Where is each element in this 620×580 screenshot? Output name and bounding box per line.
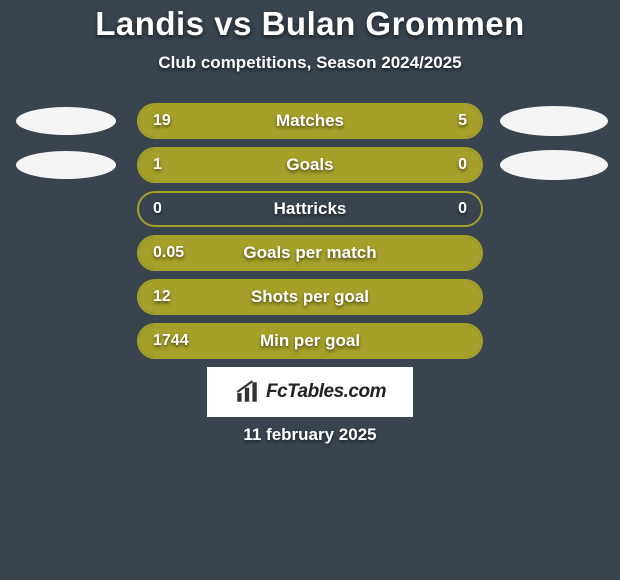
stat-bar: 00Hattricks [137,191,483,227]
brand-text: FcTables.com [266,381,386,403]
brand-box: FcTables.com [207,367,413,417]
stat-label: Hattricks [139,193,481,225]
stat-row: 10Goals [0,147,620,183]
stat-bar: 0.05Goals per match [137,235,483,271]
team-logo-left [11,147,121,183]
subtitle: Club competitions, Season 2024/2025 [0,53,620,73]
stat-row: 0.05Goals per match [0,235,620,271]
stat-row: 00Hattricks [0,191,620,227]
stat-rows: 195Matches 10Goals 00Hattricks 0.05Goals pe… [0,103,620,359]
team-logo-right [499,103,609,139]
stat-row: 195Matches [0,103,620,139]
stat-row: 12Shots per goal [0,279,620,315]
stat-label: Min per goal [139,325,481,357]
stat-label: Matches [139,105,481,137]
comparison-infographic: Landis vs Bulan Grommen Club competition… [0,0,620,445]
stat-row: 1744Min per goal [0,323,620,359]
page-title: Landis vs Bulan Grommen [0,5,620,43]
brand-logo-icon [234,379,260,405]
stat-label: Shots per goal [139,281,481,313]
stat-label: Goals per match [139,237,481,269]
stat-bar: 195Matches [137,103,483,139]
team-logo-right [499,147,609,183]
stat-bar: 1744Min per goal [137,323,483,359]
stat-label: Goals [139,149,481,181]
team-logo-left [11,103,121,139]
stat-bar: 10Goals [137,147,483,183]
stat-bar: 12Shots per goal [137,279,483,315]
date-text: 11 february 2025 [0,425,620,445]
